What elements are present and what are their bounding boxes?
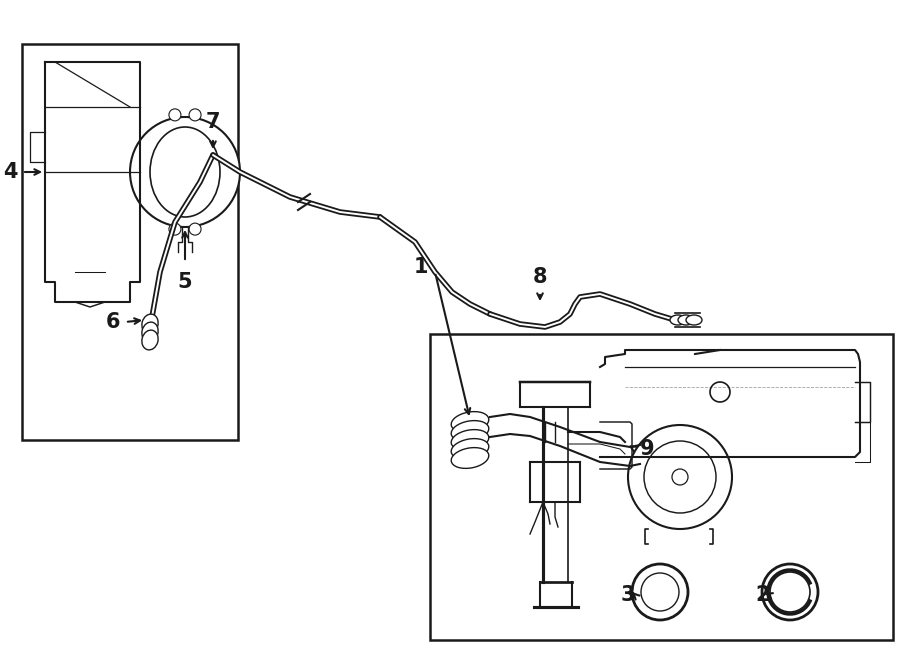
Text: 1: 1	[413, 257, 428, 277]
Text: 8: 8	[533, 267, 547, 287]
Circle shape	[189, 109, 201, 121]
Ellipse shape	[451, 420, 489, 442]
Ellipse shape	[451, 439, 489, 459]
Ellipse shape	[451, 430, 489, 450]
Circle shape	[632, 564, 688, 620]
Circle shape	[644, 441, 716, 513]
Text: 6: 6	[105, 312, 120, 332]
Text: 3: 3	[620, 585, 635, 605]
Circle shape	[169, 109, 181, 121]
Circle shape	[672, 469, 688, 485]
Text: 9: 9	[640, 439, 654, 459]
Ellipse shape	[686, 315, 702, 325]
Text: 5: 5	[177, 272, 193, 292]
Ellipse shape	[678, 315, 694, 325]
Circle shape	[189, 223, 201, 235]
Ellipse shape	[150, 127, 220, 217]
Bar	[22, 44, 238, 440]
Circle shape	[762, 564, 818, 620]
Ellipse shape	[142, 322, 158, 342]
Ellipse shape	[142, 314, 158, 334]
Circle shape	[130, 117, 240, 227]
Text: 2: 2	[755, 585, 770, 605]
Ellipse shape	[451, 448, 489, 469]
Circle shape	[710, 382, 730, 402]
Circle shape	[770, 572, 810, 612]
Circle shape	[628, 425, 732, 529]
Ellipse shape	[670, 315, 686, 325]
Bar	[430, 334, 893, 640]
Circle shape	[641, 573, 679, 611]
Ellipse shape	[451, 412, 489, 432]
Circle shape	[169, 223, 181, 235]
Text: 7: 7	[206, 112, 220, 132]
Ellipse shape	[142, 330, 158, 350]
Text: 4: 4	[4, 162, 18, 182]
